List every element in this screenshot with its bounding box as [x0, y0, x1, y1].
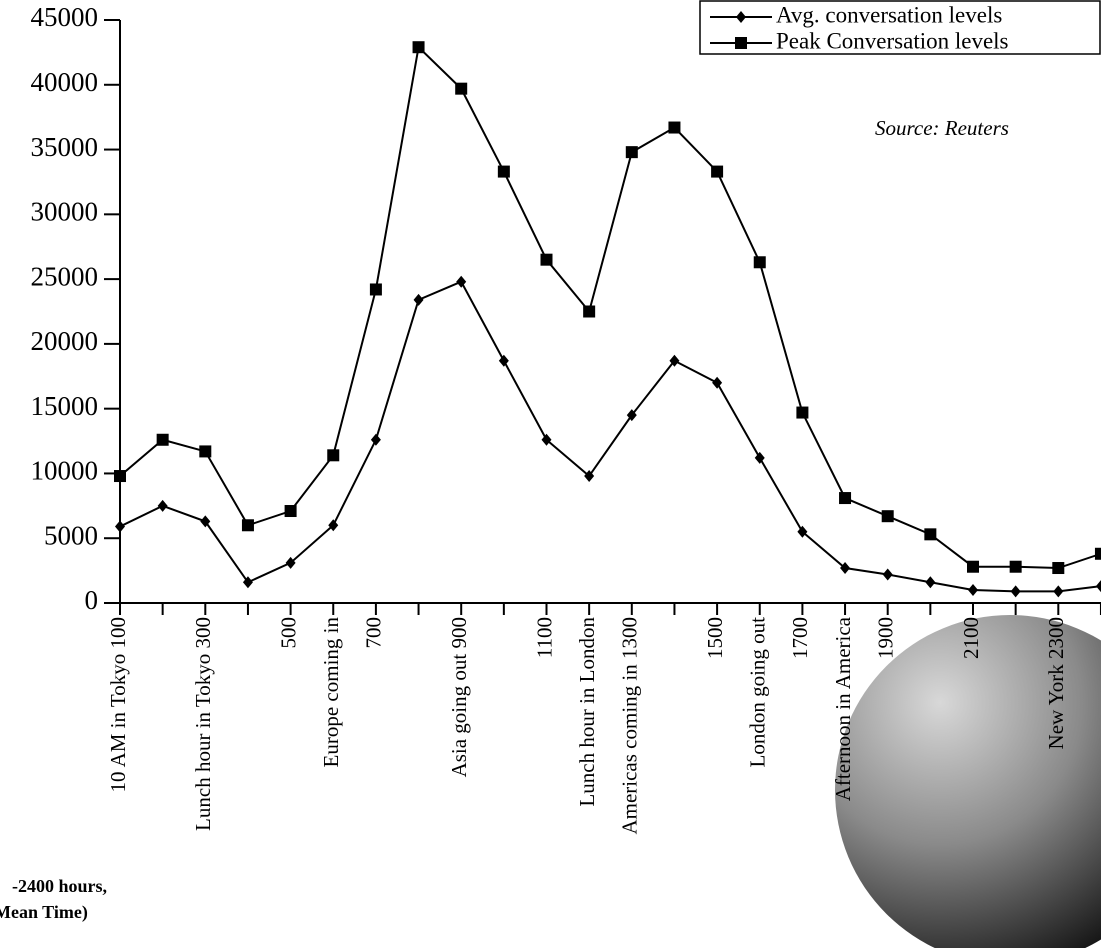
data-point	[1010, 561, 1022, 573]
data-point	[414, 294, 424, 306]
data-point	[1052, 562, 1064, 574]
data-point	[370, 283, 382, 295]
data-point	[626, 146, 638, 158]
y-tick-label: 0	[85, 585, 99, 615]
data-point	[711, 166, 723, 178]
y-tick-label: 5000	[44, 520, 98, 550]
x-tick-label: Asia going out 900	[447, 617, 471, 777]
legend-label: Avg. conversation levels	[776, 2, 1002, 27]
source: Source: Reuters	[875, 116, 1009, 140]
y-tick-label: 35000	[31, 132, 99, 162]
data-point	[115, 521, 125, 533]
x-tick-label: 1100	[532, 617, 556, 658]
data-point	[413, 41, 425, 53]
chart: Source: Reuters -2400 hours, Mean Time) …	[0, 0, 1101, 948]
y-tick-label: 15000	[31, 391, 99, 421]
data-point	[968, 584, 978, 596]
data-point	[882, 510, 894, 522]
data-point	[668, 122, 680, 134]
line	[120, 282, 1101, 592]
legend-marker	[735, 37, 747, 49]
y-tick-label: 25000	[31, 261, 99, 291]
x-tick-label: 1700	[788, 617, 812, 659]
data-point	[456, 276, 466, 288]
legend-label: Peak Conversation levels	[776, 28, 1009, 53]
data-point	[158, 500, 168, 512]
data-point	[498, 166, 510, 178]
data-point	[839, 492, 851, 504]
x-tick-label: 1500	[703, 617, 727, 659]
data-point	[967, 561, 979, 573]
data-point	[924, 528, 936, 540]
data-point	[541, 254, 553, 266]
x-tick-label: London going out	[746, 617, 770, 768]
data-point	[114, 470, 126, 482]
y-tick-label: 30000	[31, 197, 99, 227]
data-point	[1011, 585, 1021, 597]
y-tick-label: 40000	[31, 67, 99, 97]
data-point	[1095, 548, 1101, 560]
data-point	[157, 434, 169, 446]
data-point	[883, 568, 893, 580]
data-point	[754, 256, 766, 268]
x-tick-label: Lunch hour in Tokyo 300	[191, 617, 215, 831]
data-point	[499, 355, 509, 367]
x-tick-label: 2100	[959, 617, 983, 659]
data-point	[242, 519, 254, 531]
data-point	[1053, 585, 1063, 597]
data-point	[327, 449, 339, 461]
data-point	[583, 306, 595, 318]
x-tick-label: New York 2300	[1044, 617, 1068, 749]
x-tick-label: Americas coming in 1300	[618, 617, 642, 835]
x-tick-label: Europe coming in	[319, 617, 343, 768]
y-tick-label: 10000	[31, 456, 99, 486]
data-point	[285, 505, 297, 517]
x-tick-label: Lunch hour in London	[575, 617, 599, 807]
data-point	[371, 434, 381, 446]
y-tick-label: 45000	[31, 2, 99, 32]
data-point	[1096, 580, 1101, 592]
x-tick-label: 500	[276, 617, 300, 649]
y-tick-label: 20000	[31, 326, 99, 356]
data-point	[455, 83, 467, 95]
data-point	[925, 576, 935, 588]
x-tick-label: 700	[362, 617, 386, 649]
data-point	[199, 445, 211, 457]
x-tick-label: 10 AM in Tokyo 100	[106, 617, 130, 793]
data-point	[796, 407, 808, 419]
note: Mean Time)	[0, 902, 88, 923]
x-tick-label: 1900	[874, 617, 898, 659]
note: -2400 hours,	[12, 876, 107, 896]
x-tick-label: Afternoon in America	[831, 616, 855, 801]
